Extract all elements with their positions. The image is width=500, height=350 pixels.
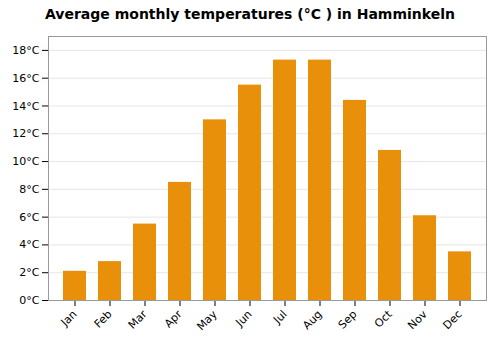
- svg-text:12°C: 12°C: [12, 127, 39, 140]
- svg-text:Sep: Sep: [336, 308, 360, 332]
- svg-text:Apr: Apr: [162, 307, 185, 330]
- svg-text:Nov: Nov: [405, 307, 430, 332]
- svg-text:Mar: Mar: [126, 307, 150, 331]
- svg-text:4°C: 4°C: [19, 238, 39, 251]
- svg-text:14°C: 14°C: [12, 99, 39, 112]
- svg-text:6°C: 6°C: [19, 211, 39, 224]
- svg-text:10°C: 10°C: [12, 155, 39, 168]
- svg-text:0°C: 0°C: [19, 294, 39, 307]
- svg-text:Feb: Feb: [92, 308, 115, 331]
- svg-text:2°C: 2°C: [19, 266, 39, 279]
- svg-text:Jan: Jan: [58, 308, 80, 330]
- svg-text:Oct: Oct: [372, 307, 395, 330]
- svg-text:Jun: Jun: [233, 308, 255, 330]
- svg-text:Dec: Dec: [440, 308, 464, 332]
- svg-text:16°C: 16°C: [12, 72, 39, 85]
- svg-text:Aug: Aug: [300, 308, 324, 332]
- svg-text:18°C: 18°C: [12, 44, 39, 57]
- svg-text:May: May: [194, 307, 220, 333]
- svg-text:Jul: Jul: [270, 308, 289, 327]
- html-text:Average monthly temperatures (: Average monthly temperatures (°C ) in Ha…: [45, 6, 455, 22]
- svg-text:8°C: 8°C: [19, 183, 39, 196]
